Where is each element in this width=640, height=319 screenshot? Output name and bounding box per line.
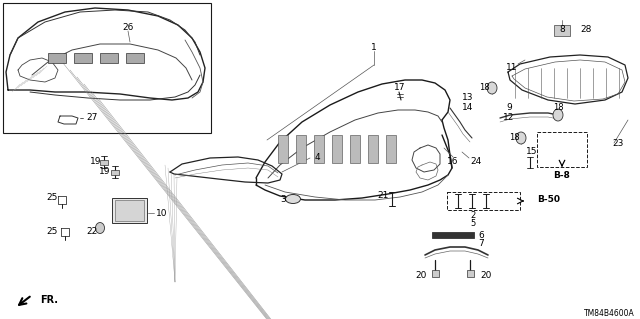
Text: 26: 26 (122, 23, 134, 32)
Bar (296, 135, 306, 163)
Bar (554, 25, 570, 36)
Text: 25: 25 (47, 227, 58, 236)
Text: 14: 14 (462, 102, 474, 112)
Text: 7: 7 (478, 239, 484, 248)
Text: B-50: B-50 (537, 196, 560, 204)
Text: 2: 2 (470, 211, 476, 219)
Text: 1: 1 (371, 42, 377, 51)
Text: 11: 11 (506, 63, 518, 71)
Bar (432, 232, 474, 238)
Bar (314, 135, 324, 163)
Bar (368, 135, 378, 163)
Text: 16: 16 (447, 158, 459, 167)
Text: 21: 21 (378, 191, 388, 201)
Bar (115, 200, 144, 221)
Ellipse shape (285, 195, 301, 204)
Text: FR.: FR. (40, 295, 58, 305)
Text: 9: 9 (506, 102, 512, 112)
Text: 15: 15 (526, 147, 538, 157)
Bar (3, 3, 211, 133)
Bar (111, 170, 119, 175)
Bar (48, 53, 66, 63)
Bar (126, 53, 144, 63)
Bar (332, 135, 342, 163)
Text: 5: 5 (470, 219, 476, 227)
Bar (350, 135, 360, 163)
Text: 23: 23 (612, 138, 624, 147)
Bar (112, 198, 147, 223)
Text: 18: 18 (509, 133, 519, 143)
Text: 24: 24 (470, 158, 482, 167)
Bar (100, 53, 118, 63)
Ellipse shape (516, 132, 526, 144)
Ellipse shape (95, 222, 104, 234)
Bar (74, 53, 92, 63)
Text: 19: 19 (90, 158, 101, 167)
Text: 17: 17 (394, 83, 406, 92)
Text: TM84B4600A: TM84B4600A (584, 308, 635, 317)
Text: 28: 28 (580, 26, 592, 34)
Ellipse shape (487, 82, 497, 94)
Bar (432, 270, 439, 277)
Text: 10: 10 (156, 209, 168, 218)
Text: 18: 18 (553, 103, 563, 113)
Bar (278, 135, 288, 163)
Text: B-8: B-8 (554, 170, 570, 180)
Text: 27: 27 (86, 114, 97, 122)
Bar (537, 132, 587, 167)
Text: 25: 25 (47, 194, 58, 203)
Bar (447, 192, 520, 210)
Text: 3: 3 (280, 195, 286, 204)
Text: 12: 12 (503, 113, 515, 122)
Text: 6: 6 (478, 231, 484, 240)
Text: 20: 20 (415, 271, 427, 280)
Bar (467, 270, 474, 277)
Text: 13: 13 (462, 93, 474, 101)
Text: 18: 18 (479, 84, 490, 93)
Ellipse shape (553, 109, 563, 121)
Text: 19: 19 (99, 167, 110, 176)
Text: 8: 8 (559, 26, 565, 34)
Bar (386, 135, 396, 163)
Bar (100, 160, 108, 165)
Text: 4: 4 (314, 153, 320, 162)
Text: 22: 22 (86, 227, 98, 236)
Text: 20: 20 (480, 271, 492, 280)
